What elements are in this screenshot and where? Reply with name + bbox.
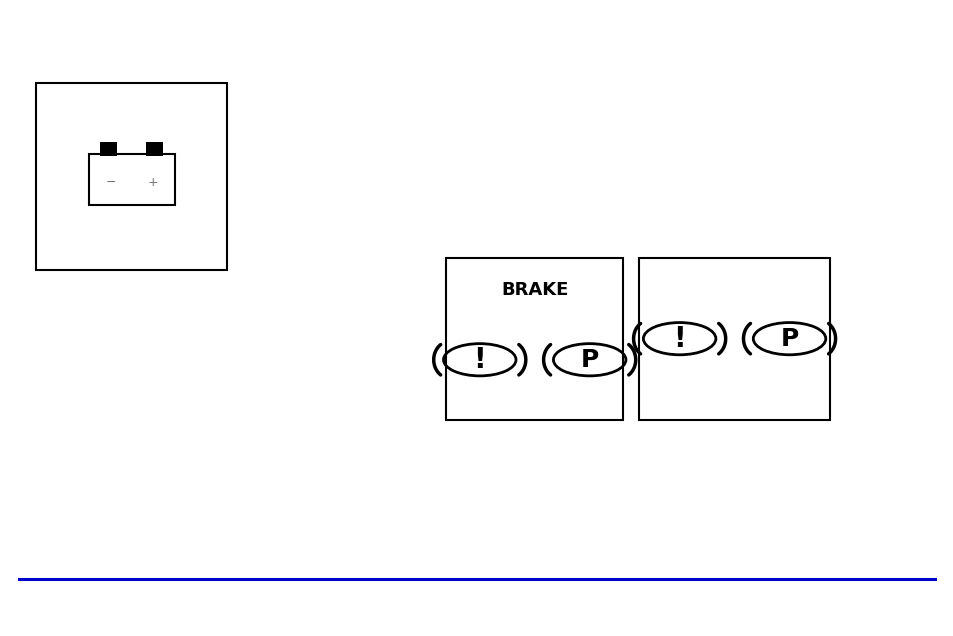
Bar: [446, 258, 622, 420]
Text: !: !: [473, 346, 486, 374]
Text: !: !: [673, 324, 685, 353]
Bar: [36, 83, 227, 270]
Bar: [100, 142, 117, 156]
Text: −: −: [105, 176, 116, 190]
Bar: [639, 258, 829, 420]
Text: BRAKE: BRAKE: [500, 281, 568, 299]
Text: P: P: [580, 348, 598, 372]
Text: +: +: [147, 176, 158, 190]
Text: P: P: [780, 327, 798, 350]
Bar: [146, 142, 163, 156]
Bar: [89, 155, 174, 205]
